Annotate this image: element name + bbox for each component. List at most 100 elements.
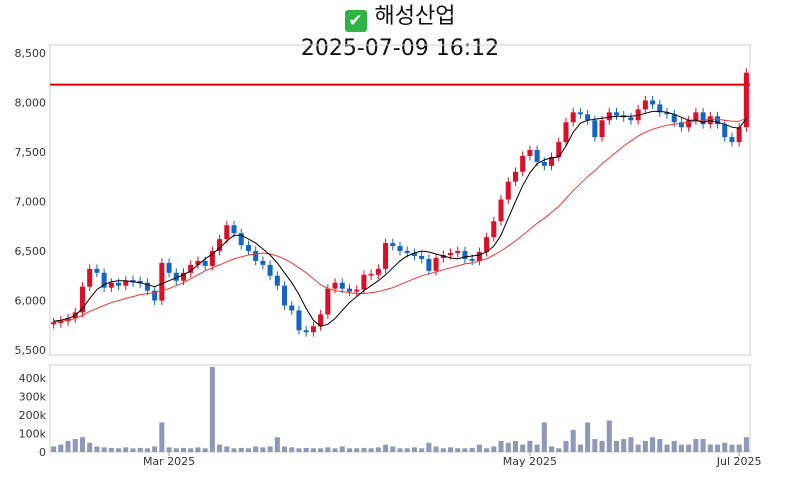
candle-body (512, 171, 518, 182)
volume-bar (238, 447, 244, 452)
candle-body (202, 260, 208, 266)
candle-body (462, 251, 468, 259)
price-tick-label: 5,500 (15, 344, 47, 357)
volume-bar (440, 448, 446, 452)
candle-body (556, 142, 562, 157)
candle-body (231, 225, 237, 234)
volume-panel: 400k 300k 200k 100k 0 (19, 364, 751, 459)
volume-bar (188, 448, 194, 452)
volume-bar (173, 448, 179, 452)
volume-bar (549, 446, 555, 452)
volume-bar (274, 437, 280, 452)
volume-bar (383, 444, 389, 452)
volume-bar (621, 439, 627, 452)
x-tick-label: Mar 2025 (143, 455, 195, 468)
candle-body (238, 233, 244, 246)
volume-bar (130, 448, 136, 452)
volume-bar (253, 446, 259, 452)
volume-bar (397, 448, 403, 452)
volume-bar (390, 446, 396, 452)
price-tick-label: 7,500 (15, 146, 47, 159)
candle-body (743, 72, 749, 128)
candle-body (260, 260, 266, 265)
candle-body (563, 122, 569, 143)
volume-bar (346, 448, 353, 452)
candle-body (455, 251, 461, 253)
volume-bar (318, 448, 324, 452)
volume-bar (650, 437, 656, 452)
price-tick-label: 7,000 (15, 195, 47, 208)
candle-body (433, 257, 439, 271)
moving-average-short-line (53, 110, 747, 327)
candle-body (606, 112, 612, 121)
candle-body (397, 246, 403, 252)
volume-bar (635, 444, 641, 452)
volume-bar (520, 444, 526, 452)
volume-bar (426, 442, 432, 452)
candle-body (498, 199, 504, 222)
volume-bar (577, 444, 583, 452)
candle-body (310, 326, 316, 333)
candle-body (736, 127, 742, 143)
candle-body (144, 282, 150, 291)
candle-body (585, 114, 591, 121)
volume-bar (101, 447, 107, 452)
candle-body (94, 268, 100, 273)
volume-bar (743, 437, 749, 452)
check-mark-icon: ✔ (344, 10, 367, 32)
volume-bar (231, 448, 237, 452)
candle-body (642, 100, 648, 110)
volume-bar (491, 446, 497, 452)
candle-body (188, 264, 194, 273)
volume-bar (512, 440, 518, 452)
candle-body (101, 272, 107, 288)
volume-bar (296, 448, 302, 452)
candle-body (180, 272, 187, 281)
volume-bar (599, 440, 605, 452)
candle-body (383, 243, 389, 269)
volume-bar (368, 448, 374, 452)
volume-bar (671, 440, 677, 452)
candle-body (87, 268, 93, 287)
candle-body (375, 268, 381, 275)
candle-body (447, 252, 454, 255)
candle-body (484, 237, 490, 252)
candle-body (722, 124, 728, 138)
candle-body (282, 285, 288, 306)
x-axis: Mar 2025 May 2025 Jul 2025 (143, 452, 762, 468)
volume-bar (144, 448, 150, 452)
price-tick-label: 6,000 (15, 295, 47, 308)
volume-bar (152, 446, 158, 452)
candle-body (152, 290, 158, 301)
candle-body (549, 156, 555, 166)
volume-bar (411, 447, 417, 452)
candle-body (419, 255, 425, 259)
candle-body (108, 282, 114, 288)
candle-body (217, 239, 223, 252)
volume-bar (686, 444, 692, 452)
volume-bar (108, 447, 114, 452)
volume-bar (310, 448, 316, 452)
x-tick-label: May 2025 (503, 455, 557, 468)
volume-bar (527, 440, 533, 452)
candle-body (173, 272, 179, 281)
candle-body (390, 243, 396, 247)
candle-body (650, 100, 656, 105)
volume-bar (447, 447, 454, 452)
volume-bar (159, 422, 165, 452)
volume-bar (570, 429, 576, 452)
volume-bar (563, 440, 569, 452)
candle-body (339, 282, 345, 289)
volume-bar (592, 439, 598, 452)
x-tick-label: Jul 2025 (716, 455, 762, 468)
candle-body (664, 112, 670, 115)
volume-bar (282, 446, 288, 452)
volume-bar (455, 448, 461, 452)
volume-bar (267, 446, 273, 452)
volume-tick-label: 300k (19, 390, 47, 403)
chart-title: 해성산업 (374, 4, 456, 29)
volume-bar (303, 447, 309, 452)
volume-bar (354, 448, 360, 452)
